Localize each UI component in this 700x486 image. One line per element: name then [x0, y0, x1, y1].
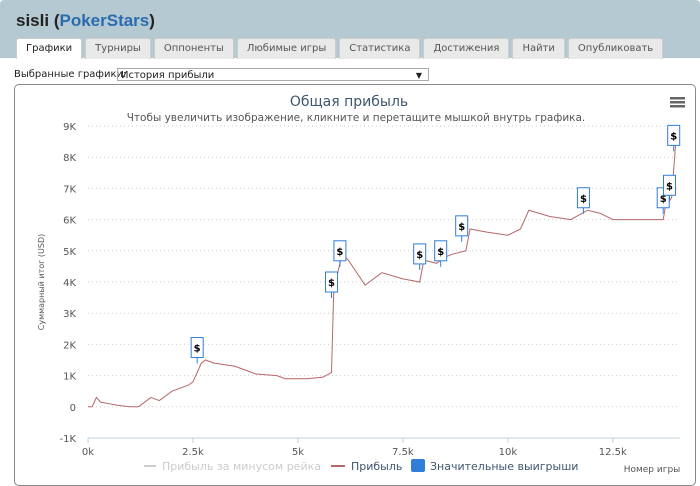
hamburger-icon[interactable] [670, 97, 685, 108]
tab-6[interactable]: Найти [512, 38, 565, 59]
big-win-flag [455, 215, 469, 237]
y-tick-label: 1K [63, 372, 76, 383]
profile-header: sisli (PokerStars) Графики Турниры Оппонен… [0, 0, 700, 59]
big-win-marker: $ [670, 131, 677, 142]
chart-title: Общая прибыль [290, 94, 408, 110]
y-tick-label: 7K [63, 184, 76, 195]
big-win-flag [434, 240, 448, 262]
big-win-flag [325, 271, 339, 293]
big-win-marker: $ [416, 250, 423, 261]
big-win-marker: $ [458, 222, 465, 233]
y-tick-label: 2K [63, 340, 76, 351]
big-win-marker: $ [194, 344, 201, 355]
big-win-flag [667, 124, 681, 146]
network-link[interactable]: PokerStars [59, 11, 150, 30]
big-win-marker: $ [580, 194, 587, 205]
big-win-marker: $ [328, 278, 335, 289]
profit-line [88, 141, 677, 408]
big-win-flag [333, 240, 347, 262]
tab-2[interactable]: Оппоненты [153, 38, 234, 59]
chart-panel [14, 84, 696, 486]
big-win-flag [190, 337, 204, 359]
big-win-marker: $ [336, 247, 343, 258]
player-title: sisli (PokerStars) [16, 11, 155, 30]
x-tick-label: 12.5k [599, 447, 627, 458]
x-tick-label: 0k [82, 447, 94, 458]
tab-bar: Графики Турниры Оппоненты Любимые игры Стати… [16, 38, 664, 59]
legend-item-rake[interactable]: Прибыль за минусом рейка [162, 460, 321, 473]
y-tick-label: 0 [70, 403, 76, 414]
big-win-marker: $ [666, 181, 673, 192]
y-tick-label: 4K [63, 278, 76, 289]
tab-5[interactable]: Достижения [423, 38, 510, 59]
chart-subtitle: Чтобы увеличить изображение, кликните и … [127, 112, 586, 124]
chart-selector-label: Выбранные графики: [14, 69, 127, 80]
big-win-marker: $ [660, 194, 667, 205]
y-tick-label: 5K [63, 247, 76, 258]
x-axis-label: Номер игры [624, 465, 681, 475]
y-axis-label: Суммарный итог (USD) [37, 234, 46, 331]
tab-4[interactable]: Статистика [339, 38, 421, 59]
tab-1[interactable]: Турниры [85, 38, 151, 59]
big-win-marker: $ [437, 247, 444, 258]
dropdown-arrow-icon: ▼ [415, 71, 422, 80]
y-tick-label: 6K [63, 216, 76, 227]
chart-selector[interactable]: История прибыли ▼ [117, 68, 429, 81]
x-tick-label: 7.5k [392, 447, 414, 458]
x-tick-label: 10k [499, 447, 518, 458]
y-tick-label: 3K [63, 309, 76, 320]
tab-0[interactable]: Графики [16, 38, 83, 59]
y-tick-label: -1K [59, 434, 76, 445]
x-tick-label: 2.5k [182, 447, 204, 458]
y-tick-label: 8K [63, 153, 76, 164]
x-tick-label: 5k [292, 447, 304, 458]
legend-symbol-big-wins [411, 459, 425, 472]
tab-7[interactable]: Опубликовать [567, 38, 664, 59]
big-win-flag [413, 243, 427, 265]
tab-3[interactable]: Любимые игры [236, 38, 337, 59]
big-win-flag [663, 174, 677, 196]
legend-item-profit[interactable]: Прибыль [351, 460, 402, 473]
y-tick-label: 9K [63, 122, 76, 133]
big-win-flag [576, 187, 590, 209]
legend-item-big-wins[interactable]: Значительные выигрыши [430, 460, 578, 473]
